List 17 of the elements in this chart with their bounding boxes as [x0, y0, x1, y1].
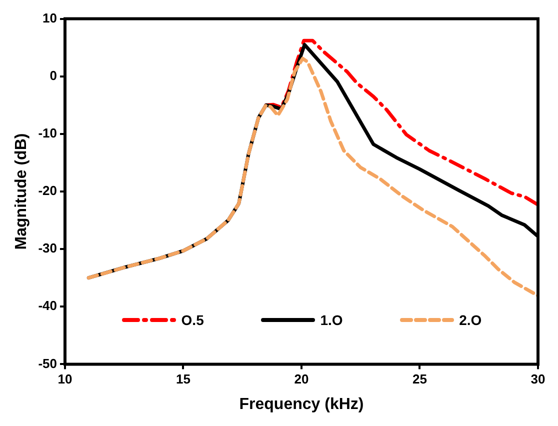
y-tick-label: 0 — [50, 68, 57, 83]
legend-label: 2.O — [459, 312, 482, 328]
y-axis-title: Magnitude (dB) — [13, 133, 30, 250]
x-tick-label: 15 — [176, 372, 190, 387]
y-tick-label: -30 — [38, 240, 57, 256]
y-tick-label: -40 — [38, 298, 57, 314]
y-tick-label: -20 — [38, 183, 57, 198]
y-tick-label: -50 — [38, 356, 57, 371]
legend-label: O.5 — [181, 312, 204, 328]
y-tick-label: -10 — [38, 126, 57, 141]
legend-label: 1.O — [320, 312, 343, 328]
x-tick-label: 30 — [530, 372, 546, 387]
x-axis-title: Frequency (kHz) — [239, 396, 364, 413]
x-tick-label: 25 — [412, 372, 427, 387]
y-tick-label: 10 — [42, 10, 57, 26]
x-tick-label: 10 — [58, 372, 72, 387]
x-tick-label: 20 — [294, 372, 309, 387]
